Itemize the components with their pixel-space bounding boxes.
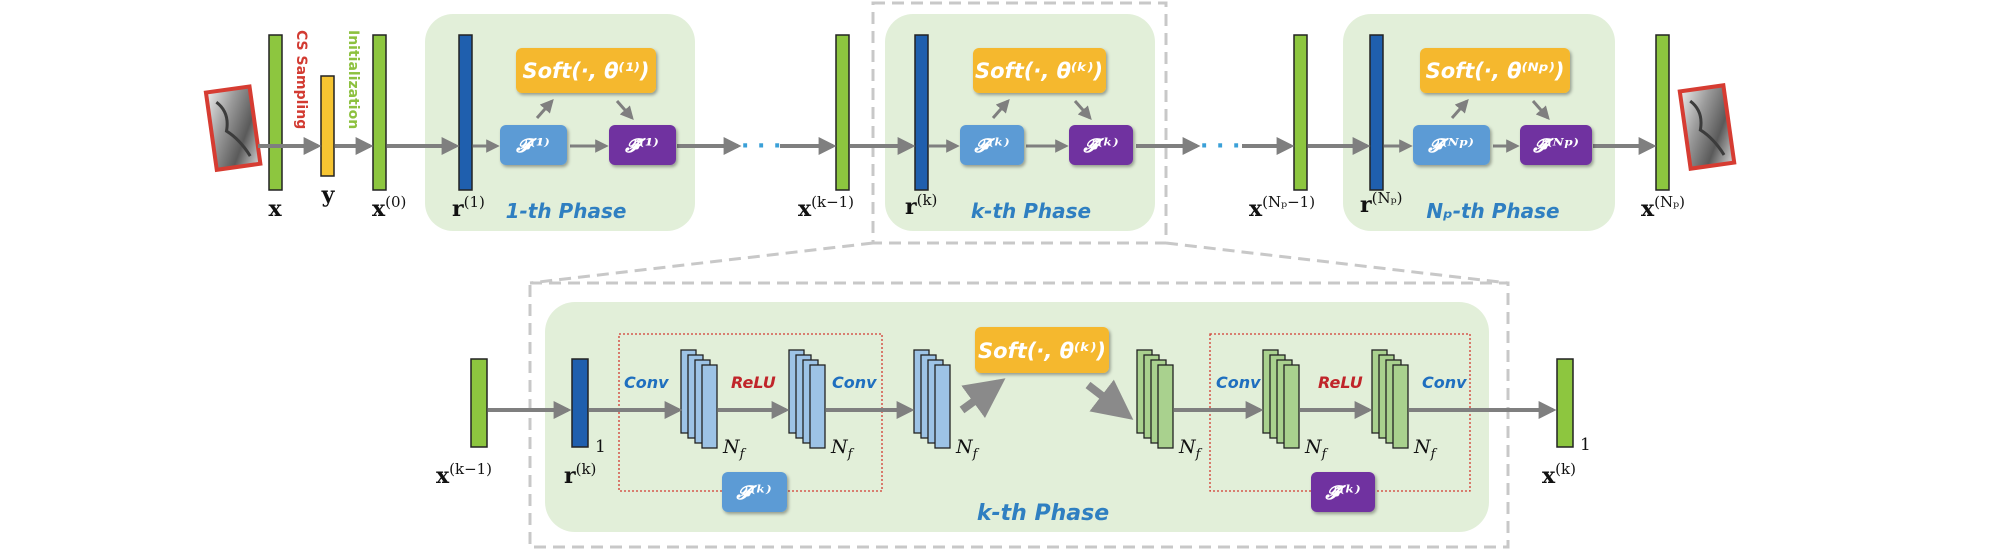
relu-label-2: ReLU (1318, 373, 1363, 392)
phase-k-f-box: 𝓕⁽ᵏ⁾ (960, 125, 1024, 165)
label-r1: r(1) (452, 193, 485, 222)
svg-text:Soft(·, θ⁽ᴺᵖ⁾): Soft(·, θ⁽ᴺᵖ⁾) (1426, 59, 1565, 83)
ellipsis-2: · · · (1200, 134, 1240, 159)
svg-text:𝓕⁽¹⁾: 𝓕⁽¹⁾ (515, 135, 550, 157)
detail-frame (528, 281, 1510, 549)
bar-y (320, 75, 335, 177)
bar-x0 (372, 34, 387, 191)
detail-f-box: 𝓕⁽ᵏ⁾ (722, 472, 787, 512)
conv-label-1: Conv (624, 373, 669, 392)
bar-xk1 (835, 34, 850, 191)
svg-text:Soft(·, θ⁽ᵏ⁾): Soft(·, θ⁽ᵏ⁾) (978, 339, 1106, 363)
svg-text:𝓕̃⁽ᵏ⁾: 𝓕̃⁽ᵏ⁾ (1082, 135, 1118, 157)
svg-text:𝓕⁽ᵏ⁾: 𝓕⁽ᵏ⁾ (735, 482, 771, 504)
feature-stack-6 (1371, 349, 1409, 449)
feature-stack-4 (1136, 349, 1174, 449)
detail-one-x: 1 (1580, 435, 1591, 455)
label-y: y (321, 182, 336, 208)
top-vector-labels: x y x(0) r(1) x(k−1) r(k) x(Nₚ−1) r(Nₚ) … (268, 182, 1685, 222)
svg-text:Nf: Nf (830, 436, 855, 462)
svg-text:Soft(·, θ⁽ᵏ⁾): Soft(·, θ⁽ᵏ⁾) (975, 59, 1103, 83)
bar-rk (914, 34, 929, 191)
detail-ftilde-box: 𝓕̃⁽ᵏ⁾ (1311, 472, 1375, 512)
phase-k-title: k-th Phase (971, 199, 1091, 223)
conv-label-2: Conv (832, 373, 877, 392)
label-rk: r(k) (905, 191, 937, 220)
phase-np-soft-box: Soft(·, θ⁽ᴺᵖ⁾) (1420, 48, 1570, 93)
conv-label-3: Conv (1216, 373, 1261, 392)
ellipsis-1: · · · (741, 134, 781, 159)
label-xk1: x(k−1) (798, 193, 854, 222)
label-x: x (268, 196, 282, 222)
phase-1-title: 1-th Phase (506, 199, 627, 223)
svg-text:Nf: Nf (1413, 436, 1438, 462)
zoom-line-left (529, 241, 874, 285)
label-xnp: x(Nₚ) (1641, 193, 1685, 222)
phase-np-ftilde-box: 𝓕̃⁽ᴺᵖ⁾ (1520, 125, 1592, 165)
ftilde-region (1209, 333, 1471, 492)
svg-text:Nf: Nf (1304, 436, 1329, 462)
detail-label-xin: x(k−1) (436, 460, 492, 489)
label-xnp1: x(Nₚ−1) (1249, 193, 1315, 222)
nf-labels: Nf Nf Nf Nf Nf Nf (722, 436, 1438, 462)
f-region (618, 333, 883, 492)
detail-bar-r (571, 358, 589, 448)
bar-rnp (1369, 34, 1384, 191)
bar-xnp1 (1293, 34, 1308, 191)
zoom-line-right (1165, 241, 1509, 285)
relu-label-1: ReLU (731, 373, 776, 392)
svg-text:𝓕⁽ᵏ⁾: 𝓕⁽ᵏ⁾ (973, 135, 1009, 157)
svg-text:Soft(·, θ⁽¹⁾): Soft(·, θ⁽¹⁾) (523, 59, 650, 83)
phase-1-f-box: 𝓕⁽¹⁾ (500, 125, 567, 165)
bar-r1 (458, 34, 473, 191)
phase-k-soft-box: Soft(·, θ⁽ᵏ⁾) (973, 48, 1106, 93)
label-x0: x(0) (372, 193, 406, 222)
phase-1-ftilde-box: 𝓕̃⁽¹⁾ (609, 125, 676, 165)
bar-xnp (1655, 34, 1670, 191)
detail-label-r: r(k) (564, 460, 596, 489)
feature-stack-3 (913, 349, 951, 449)
input-image (203, 84, 263, 173)
detail-soft-box: Soft(·, θ⁽ᵏ⁾) (975, 327, 1109, 373)
conv-label-4: Conv (1422, 373, 1467, 392)
detail-bar-xout (1556, 358, 1574, 448)
phase-k-ftilde-box: 𝓕̃⁽ᵏ⁾ (1069, 125, 1133, 165)
svg-text:𝓕̃⁽ᴺᵖ⁾: 𝓕̃⁽ᴺᵖ⁾ (1532, 135, 1579, 157)
svg-text:𝓕̃⁽ᵏ⁾: 𝓕̃⁽ᵏ⁾ (1324, 482, 1360, 504)
feature-stack-5 (1262, 349, 1300, 449)
svg-text:𝓕⁽ᴺᵖ⁾: 𝓕⁽ᴺᵖ⁾ (1427, 135, 1474, 157)
cs-sampling-label: CS Sampling (293, 30, 309, 129)
phase-np-title: Nₚ-th Phase (1426, 199, 1559, 223)
phase-np-f-box: 𝓕⁽ᴺᵖ⁾ (1413, 125, 1490, 165)
svg-text:Nf: Nf (955, 436, 980, 462)
bar-x (268, 34, 283, 191)
svg-text:Nf: Nf (722, 436, 747, 462)
svg-text:𝓕̃⁽¹⁾: 𝓕̃⁽¹⁾ (624, 135, 659, 157)
detail-soft-arrows (959, 378, 1134, 420)
detail-one-r: 1 (595, 437, 606, 457)
inner-arrows (473, 98, 1550, 153)
phase-1-soft-box: Soft(·, θ⁽¹⁾) (516, 48, 656, 93)
detail-bar-xin (470, 358, 488, 448)
output-image (1677, 83, 1737, 171)
feature-stack-2 (788, 349, 826, 449)
detail-label-xout: x(k) (1542, 460, 1576, 489)
detail-phase-title: k-th Phase (977, 501, 1109, 526)
feature-stack-1 (680, 349, 718, 449)
svg-text:Nf: Nf (1178, 436, 1203, 462)
label-rnp: r(Nₚ) (1360, 189, 1402, 218)
initialization-label: Initialization (345, 30, 361, 129)
